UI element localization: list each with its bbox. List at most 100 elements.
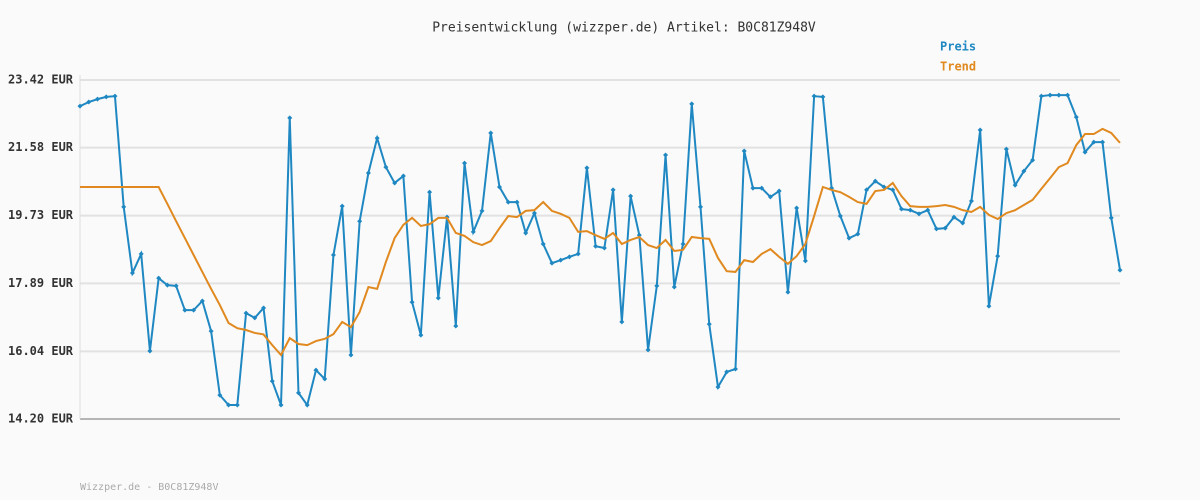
point [628, 193, 634, 199]
point [330, 252, 336, 258]
point [112, 93, 118, 99]
point [234, 402, 240, 408]
point [811, 93, 817, 99]
point [374, 135, 380, 141]
point [1056, 92, 1062, 98]
point [741, 148, 747, 154]
point [549, 260, 555, 266]
point [278, 402, 284, 408]
point [496, 184, 502, 190]
footer: Wizzper.de - B0C81Z948V [80, 482, 218, 493]
point [1117, 267, 1123, 273]
point [689, 101, 695, 107]
point [1012, 182, 1018, 188]
point [855, 231, 861, 237]
point [732, 366, 738, 372]
point [1100, 139, 1106, 145]
legend-entry: Trend [940, 60, 976, 74]
point [1003, 146, 1009, 152]
point [680, 241, 686, 247]
point [645, 347, 651, 353]
point [951, 214, 957, 220]
point [531, 210, 537, 216]
point [933, 226, 939, 232]
point [243, 310, 249, 316]
point [1091, 139, 1097, 145]
point [488, 130, 494, 136]
series-line [80, 127, 1121, 357]
point [968, 198, 974, 204]
point [1073, 114, 1079, 120]
point [724, 369, 730, 375]
point [313, 367, 319, 373]
point [916, 211, 922, 217]
point [654, 283, 660, 289]
point [619, 319, 625, 325]
point [593, 243, 599, 249]
y-tick-label: 17.89 EUR [8, 276, 74, 290]
point [794, 205, 800, 211]
point [208, 328, 214, 334]
point [392, 180, 398, 186]
point [671, 284, 677, 290]
point [427, 189, 433, 195]
point [348, 352, 354, 358]
point [121, 204, 127, 210]
point [890, 187, 896, 193]
point [435, 295, 441, 301]
point [601, 245, 607, 251]
point [147, 348, 153, 354]
point [1082, 149, 1088, 155]
point [540, 241, 546, 247]
point [86, 99, 92, 105]
point [505, 199, 511, 205]
point [1038, 93, 1044, 99]
point [872, 178, 878, 184]
point [698, 204, 704, 210]
point [295, 390, 301, 396]
point [322, 376, 328, 382]
point [217, 392, 223, 398]
point [1021, 168, 1027, 174]
y-tick-label: 23.42 EUR [8, 73, 74, 87]
point [129, 270, 135, 276]
point [479, 208, 485, 214]
point [802, 258, 808, 264]
point [514, 199, 520, 205]
point [977, 127, 983, 133]
point [558, 257, 564, 263]
point [750, 185, 756, 191]
point [584, 165, 590, 171]
point [995, 253, 1001, 259]
point [846, 235, 852, 241]
point [1065, 92, 1071, 98]
point [94, 96, 100, 102]
point [986, 303, 992, 309]
point [365, 170, 371, 176]
point [462, 160, 468, 166]
point [470, 229, 476, 235]
point [156, 275, 162, 281]
point [663, 152, 669, 158]
y-tick-label: 14.20 EUR [8, 412, 74, 426]
point [715, 384, 721, 390]
point [77, 103, 83, 109]
point [400, 173, 406, 179]
point [767, 194, 773, 200]
point [304, 402, 310, 408]
point [339, 203, 345, 209]
point [453, 323, 459, 329]
point [960, 220, 966, 226]
point [820, 94, 826, 100]
point [907, 207, 913, 213]
y-tick-label: 21.58 EUR [8, 140, 74, 154]
point [610, 187, 616, 193]
point [1030, 157, 1036, 163]
point [103, 94, 109, 100]
point [261, 305, 267, 311]
point [575, 251, 581, 257]
point [925, 207, 931, 213]
point [418, 332, 424, 338]
point [182, 307, 188, 313]
